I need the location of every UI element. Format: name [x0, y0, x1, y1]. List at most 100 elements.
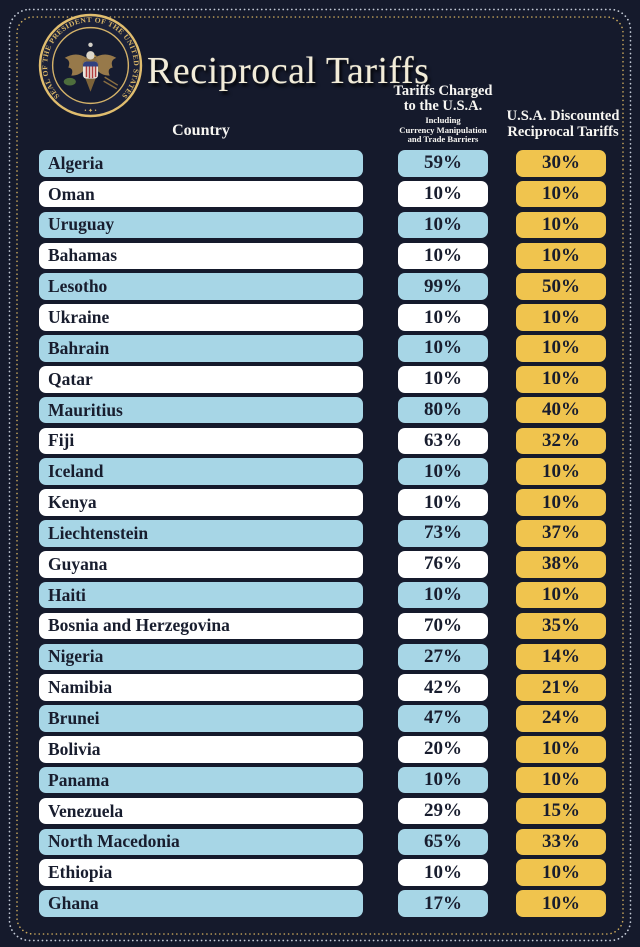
table-row: Mauritius 80% 40% [0, 396, 640, 424]
charged-tariff-cell: 80% [398, 396, 488, 424]
table-row: Iceland 10% 10% [0, 458, 640, 486]
table-row: Algeria 59% 30% [0, 150, 640, 177]
table-row: Namibia 42% 21% [0, 674, 640, 701]
country-cell: Uruguay [39, 211, 363, 239]
discounted-tariff-cell: 38% [516, 550, 606, 578]
charged-tariff-cell: 65% [398, 828, 488, 856]
charged-tariff-cell: 10% [398, 335, 488, 362]
discounted-tariff-cell: 10% [516, 458, 606, 486]
charged-header-line2: to the U.S.A. [403, 98, 483, 114]
seal-star-separator: • ✦ • [84, 107, 96, 114]
table-row: Ethiopia 10% 10% [0, 859, 640, 886]
table-row: Bolivia 20% 10% [0, 736, 640, 763]
table-row: Lesotho 99% 50% [0, 273, 640, 300]
charged-tariff-cell: 10% [398, 581, 488, 609]
charged-tariff-cell: 10% [398, 859, 488, 886]
country-cell: North Macedonia [39, 828, 363, 856]
country-cell: Kenya [39, 489, 363, 516]
charged-tariff-cell: 10% [398, 304, 488, 331]
table-row: Kenya 10% 10% [0, 489, 640, 516]
country-cell: Lesotho [39, 273, 363, 300]
country-cell: Iceland [39, 458, 363, 486]
table-row: Haiti 10% 10% [0, 581, 640, 609]
discounted-tariff-cell: 33% [516, 828, 606, 856]
discounted-tariff-cell: 10% [516, 890, 606, 917]
charged-tariff-cell: 42% [398, 674, 488, 701]
country-cell: Nigeria [39, 643, 363, 671]
charged-tariff-cell: 47% [398, 705, 488, 732]
discounted-tariff-cell: 10% [516, 242, 606, 270]
country-cell: Ghana [39, 890, 363, 917]
discounted-tariff-cell: 10% [516, 304, 606, 331]
charged-header-line1: Tariffs Charged [393, 83, 493, 99]
discounted-tariff-cell: 32% [516, 427, 606, 455]
discounted-tariff-cell: 24% [516, 705, 606, 732]
table-row: Liechtenstein 73% 37% [0, 520, 640, 547]
table-row: Panama 10% 10% [0, 766, 640, 794]
charged-tariff-cell: 27% [398, 643, 488, 671]
discounted-tariff-cell: 30% [516, 150, 606, 177]
country-cell: Bahamas [39, 242, 363, 270]
page-title: Reciprocal Tariffs [147, 50, 430, 92]
table-row: Ukraine 10% 10% [0, 304, 640, 331]
column-header-tariffs-charged: Tariffs Charged to the U.S.A. Including … [376, 84, 510, 145]
country-cell: Fiji [39, 427, 363, 455]
country-cell: Ethiopia [39, 859, 363, 886]
tariff-table: Algeria 59% 30% Oman 10% 10% Uruguay 10%… [0, 150, 640, 921]
charged-tariff-cell: 10% [398, 365, 488, 393]
discounted-tariff-cell: 14% [516, 643, 606, 671]
discounted-tariff-cell: 15% [516, 797, 606, 825]
charged-header-subnote1: Including [425, 115, 461, 125]
charged-tariff-cell: 10% [398, 242, 488, 270]
charged-tariff-cell: 10% [398, 211, 488, 239]
charged-tariff-cell: 20% [398, 736, 488, 763]
discounted-header-line2: Reciprocal Tariffs [507, 123, 619, 140]
charged-tariff-cell: 10% [398, 180, 488, 208]
discounted-tariff-cell: 10% [516, 211, 606, 239]
country-cell: Ukraine [39, 304, 363, 331]
charged-tariff-cell: 10% [398, 458, 488, 486]
discounted-tariff-cell: 10% [516, 736, 606, 763]
charged-tariff-cell: 73% [398, 520, 488, 547]
table-row: Ghana 17% 10% [0, 890, 640, 917]
discounted-tariff-cell: 10% [516, 581, 606, 609]
discounted-tariff-cell: 10% [516, 180, 606, 208]
column-header-country: Country [172, 122, 230, 139]
country-cell: Liechtenstein [39, 520, 363, 547]
country-cell: Venezuela [39, 797, 363, 825]
country-cell: Namibia [39, 674, 363, 701]
charged-tariff-cell: 17% [398, 890, 488, 917]
table-row: Uruguay 10% 10% [0, 211, 640, 239]
country-cell: Guyana [39, 550, 363, 578]
country-cell: Bolivia [39, 736, 363, 763]
discounted-tariff-cell: 10% [516, 335, 606, 362]
country-cell: Brunei [39, 705, 363, 732]
country-cell: Oman [39, 180, 363, 208]
charged-tariff-cell: 70% [398, 612, 488, 640]
table-row: Bosnia and Herzegovina 70% 35% [0, 612, 640, 640]
table-row: Bahamas 10% 10% [0, 242, 640, 270]
discounted-tariff-cell: 37% [516, 520, 606, 547]
discounted-tariff-cell: 10% [516, 859, 606, 886]
country-cell: Algeria [39, 150, 363, 177]
charged-header-subnote2: Currency Manipulation [399, 124, 487, 135]
charged-tariff-cell: 10% [398, 489, 488, 516]
eagle-icon [63, 42, 119, 92]
table-row: Nigeria 27% 14% [0, 643, 640, 671]
table-row: Brunei 47% 24% [0, 705, 640, 732]
discounted-header-line1: U.S.A. Discounted [506, 108, 620, 124]
charged-header-subnote3: and Trade Barriers [407, 134, 479, 145]
table-row: Qatar 10% 10% [0, 365, 640, 393]
charged-tariff-cell: 59% [398, 150, 488, 177]
country-cell: Bahrain [39, 335, 363, 362]
discounted-tariff-cell: 10% [516, 489, 606, 516]
country-cell: Bosnia and Herzegovina [39, 612, 363, 640]
charged-tariff-cell: 10% [398, 766, 488, 794]
country-cell: Qatar [39, 365, 363, 393]
charged-tariff-cell: 99% [398, 273, 488, 300]
column-header-discounted-tariffs: U.S.A. Discounted Reciprocal Tariffs [496, 108, 630, 140]
country-cell: Haiti [39, 581, 363, 609]
country-cell: Mauritius [39, 396, 363, 424]
table-row: Bahrain 10% 10% [0, 335, 640, 362]
